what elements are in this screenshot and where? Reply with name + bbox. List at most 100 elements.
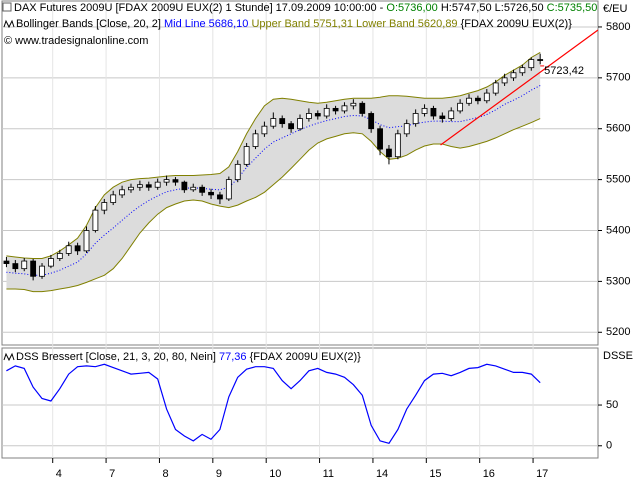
candle-body: [528, 59, 535, 69]
symbol: {FDAX 2009U EUX(2)}: [461, 18, 573, 30]
indicator-icon: [3, 19, 15, 29]
candle-body: [297, 118, 303, 130]
candle-body: [466, 97, 472, 104]
x-tick-label: 10: [269, 468, 281, 480]
candle-body: [243, 146, 250, 165]
y-tick-label: 5500: [606, 174, 630, 186]
chart-title: DSS Bressert [Close, 21, 3, 20, 80, Nein…: [16, 351, 219, 363]
candle-body: [537, 59, 544, 61]
x-tick-label: 8: [162, 468, 168, 480]
band-fill: [6, 52, 541, 292]
x-tick-label: 11: [323, 468, 334, 480]
candle-body: [12, 263, 19, 270]
indicator-line: DSS Bressert [Close, 21, 3, 20, 80, Nein…: [16, 351, 361, 363]
candle-body: [270, 118, 277, 127]
copyright: © www.tradesignalonline.com: [4, 35, 148, 47]
candle-body: [386, 148, 392, 158]
unit-label: DSSE: [603, 350, 633, 362]
x-tick-label: 7: [109, 468, 115, 480]
x-tick-label: 16: [483, 468, 495, 480]
candle-body: [279, 118, 286, 125]
x-tick-label: 17: [536, 468, 548, 480]
candle-body: [377, 128, 383, 150]
x-tick-label: 15: [429, 468, 441, 480]
candle-body: [56, 253, 63, 259]
y-tick-label: 5300: [606, 275, 630, 287]
candle-body: [119, 189, 125, 196]
candle-body: [92, 209, 99, 231]
symbol: {FDAX 2009U EUX(2)}: [247, 351, 362, 363]
candle-body: [154, 181, 161, 188]
candle-body: [430, 107, 437, 117]
indicator-plot: [6, 363, 541, 444]
y-tick-label: 5800: [606, 21, 630, 33]
candle-body: [199, 186, 206, 193]
price-plot: 5723,42: [3, 29, 598, 293]
candle-body: [288, 123, 295, 130]
indicator-line: Bollinger Bands [Close, 20, 2] Mid Line …: [16, 18, 572, 30]
indicator-line: [6, 363, 541, 444]
candle-body: [394, 133, 401, 158]
candle-body: [341, 105, 348, 112]
indicator-name: Bollinger Bands [Close, 20, 2]: [16, 18, 164, 30]
y-tick-label: 0: [606, 440, 612, 452]
candle-body: [332, 107, 339, 112]
close-label: C:5735,50: [547, 2, 598, 14]
expand-icon[interactable]: [2, 2, 12, 12]
candle-body: [403, 123, 410, 135]
candle-body: [501, 77, 508, 84]
candle-body: [234, 163, 241, 181]
header-line: DAX Futures 2009U [FDAX 2009U EUX(2) 1 S…: [14, 2, 597, 14]
candle-body: [261, 125, 268, 135]
candle-body: [314, 113, 321, 117]
candle-body: [412, 113, 419, 125]
open-label: O:5736,00: [386, 2, 437, 14]
candle-body: [350, 102, 357, 107]
candle-body: [421, 107, 428, 114]
value-label: 77,36: [219, 351, 247, 363]
candle-body: [457, 102, 464, 112]
candle-body: [208, 191, 214, 196]
trendline: [440, 29, 598, 146]
high-low-label: H:5747,50 L:5726,50: [438, 2, 547, 14]
candle-body: [128, 186, 134, 191]
candle-body: [305, 113, 312, 119]
candle-body: [74, 245, 81, 252]
candle-body: [323, 107, 330, 117]
candle-body: [83, 230, 90, 252]
candle-body: [483, 92, 490, 102]
candle-body: [439, 115, 446, 119]
candle-body: [172, 179, 179, 183]
candle-body: [136, 184, 143, 188]
candle-body: [448, 110, 455, 119]
candle-body: [3, 260, 10, 264]
candle-body: [39, 265, 45, 277]
candle-body: [510, 72, 517, 79]
candle-body: [217, 194, 223, 200]
indicator-panel: [1, 347, 599, 459]
candle-body: [21, 260, 28, 270]
chart-title: DAX Futures 2009U [FDAX 2009U EUX(2) 1 S…: [14, 2, 386, 14]
candle-body: [110, 194, 117, 203]
y-tick-label: 50: [606, 399, 618, 411]
x-tick-label: 9: [216, 468, 222, 480]
lower-band: [6, 118, 541, 293]
x-tick-label: 4: [56, 468, 62, 480]
candle-body: [519, 67, 526, 74]
candle-body: [181, 181, 188, 191]
band-label: Upper Band 5751,31 Lower Band 5620,89: [248, 18, 460, 30]
candle-body: [65, 245, 72, 254]
unit-label: €/EU: [603, 3, 628, 15]
candle-body: [163, 179, 170, 183]
candle-body: [492, 82, 499, 94]
y-tick-label: 5400: [606, 224, 630, 236]
candle-body: [145, 184, 152, 188]
candle-body: [252, 133, 259, 147]
candle-body: [225, 179, 232, 200]
price-panel: [1, 0, 599, 346]
candle-body: [359, 102, 366, 114]
indicator-icon: [3, 352, 15, 362]
candle-body: [190, 186, 197, 191]
